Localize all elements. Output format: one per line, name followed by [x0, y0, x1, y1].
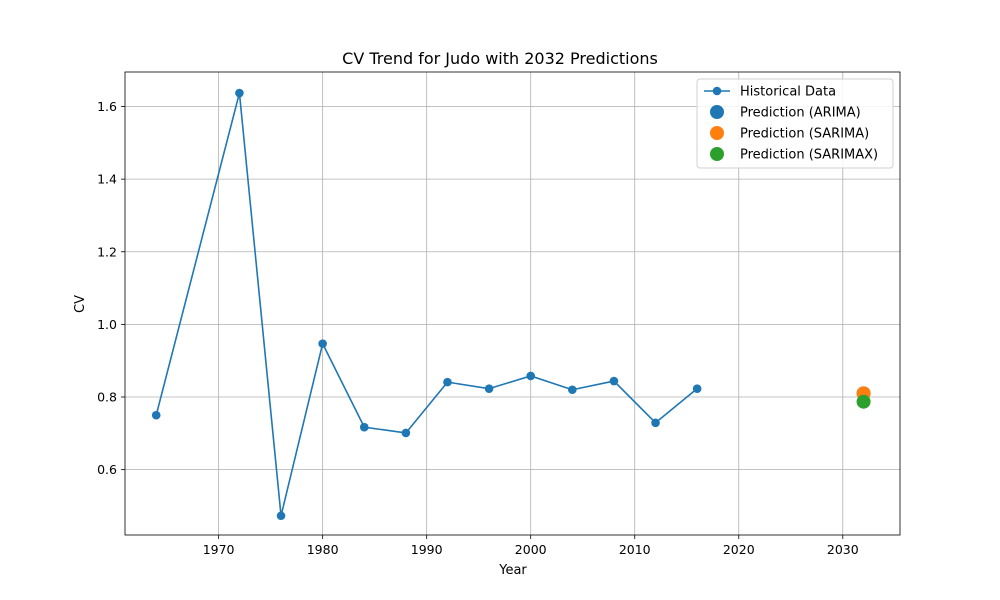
x-tick-label: 2000: [515, 542, 547, 557]
legend-marker: [710, 126, 724, 140]
x-tick-label: 2030: [827, 542, 859, 557]
axes-layer: 1970 1980 1990 2000 2010 2020 2030 0.6 0.8 1.0 1.2…: [97, 71, 901, 557]
legend-label: Prediction (SARIMAX): [740, 148, 878, 163]
legend-label: Historical Data: [740, 85, 836, 100]
legend: Historical Data Prediction (ARIMA) Predict…: [696, 78, 894, 169]
historical-data-point: [401, 428, 411, 438]
x-tick-label: 2020: [723, 542, 755, 557]
x-tick-label: 1970: [203, 542, 235, 557]
y-tick-label: 0.6: [97, 462, 117, 477]
grid-layer: [125, 72, 900, 535]
y-tick-label: 1.6: [97, 99, 117, 114]
historical-data-point: [443, 377, 452, 387]
x-axis-label: Year: [498, 563, 527, 578]
x-tick-label: 2010: [619, 542, 651, 557]
legend-marker: [710, 105, 724, 119]
historical-data-point: [276, 511, 286, 521]
y-tick-label: 1.4: [97, 172, 117, 187]
historical-data-point: [568, 385, 577, 395]
historical-data-point: [651, 418, 660, 428]
data-layer: [151, 88, 871, 521]
legend-label: Prediction (ARIMA): [740, 106, 861, 121]
y-tick-label: 1.0: [97, 317, 117, 332]
legend-marker: [712, 86, 722, 96]
historical-data-point: [318, 339, 327, 348]
historical-data-point: [484, 384, 494, 393]
x-tick-label: 1980: [307, 542, 339, 557]
y-axis-label: CV: [73, 295, 88, 313]
x-tick-label: 1990: [411, 542, 443, 557]
legend-marker: [710, 147, 724, 161]
legend-label: Prediction (SARIMA): [740, 127, 869, 142]
historical-data-point: [235, 88, 244, 98]
historical-data-point: [359, 422, 369, 432]
historical-data-point: [692, 384, 702, 393]
prediction-sarimax-point: [856, 394, 871, 409]
historical-data-point: [526, 371, 536, 381]
y-tick-label: 1.2: [97, 244, 117, 259]
historical-data-point: [609, 376, 619, 386]
plot-frame: [124, 71, 901, 536]
y-tick-label: 0.8: [97, 390, 117, 405]
chart-title: CV Trend for Judo with 2032 Predictions: [342, 49, 658, 68]
legend-box: [696, 78, 894, 169]
historical-data-point: [151, 410, 161, 420]
